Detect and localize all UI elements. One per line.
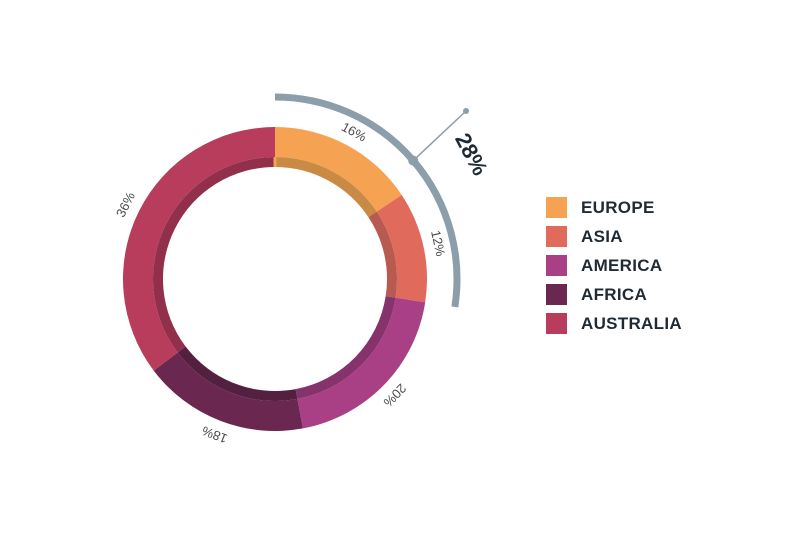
highlight-leader-line (412, 110, 467, 162)
legend-item-australia: AUSTRALIA (546, 313, 682, 334)
slice-australia (123, 127, 276, 371)
slice-asia (376, 195, 427, 303)
legend-item-europe: EUROPE (546, 197, 682, 218)
slice-inner-europe (275, 157, 377, 218)
leader-anchor-dot (408, 155, 419, 166)
legend-swatch (546, 255, 567, 276)
legend-item-asia: ASIA (546, 226, 682, 247)
slice-inner-australia (152, 157, 275, 353)
highlight-label: 28% (450, 129, 493, 180)
slice-inner-asia (368, 211, 397, 298)
data-label-america: 20% (380, 381, 409, 410)
slice-inner-america (295, 296, 396, 399)
slice-africa (153, 352, 303, 432)
data-label-asia: 12% (428, 229, 448, 258)
legend-label: AFRICA (581, 284, 648, 304)
legend-label: EUROPE (581, 197, 655, 217)
legend-label: ASIA (581, 226, 623, 246)
chart-legend: EUROPE ASIA AMERICA AFRICA AUSTRALIA (546, 197, 682, 334)
legend-swatch (546, 226, 567, 247)
leader-end-dot (463, 108, 469, 114)
legend-item-america: AMERICA (546, 255, 682, 276)
legend-swatch (546, 197, 567, 218)
legend-label: AUSTRALIA (581, 313, 682, 333)
legend-label: AMERICA (581, 255, 663, 275)
slice-europe (275, 127, 402, 212)
slice-america (297, 297, 426, 429)
legend-item-africa: AFRICA (546, 284, 682, 305)
slice-inner-africa (177, 346, 298, 402)
legend-swatch (546, 284, 567, 305)
start-marker (273, 157, 277, 167)
data-label-africa: 18% (199, 423, 229, 447)
legend-swatch (546, 313, 567, 334)
data-label-australia: 36% (113, 189, 138, 219)
